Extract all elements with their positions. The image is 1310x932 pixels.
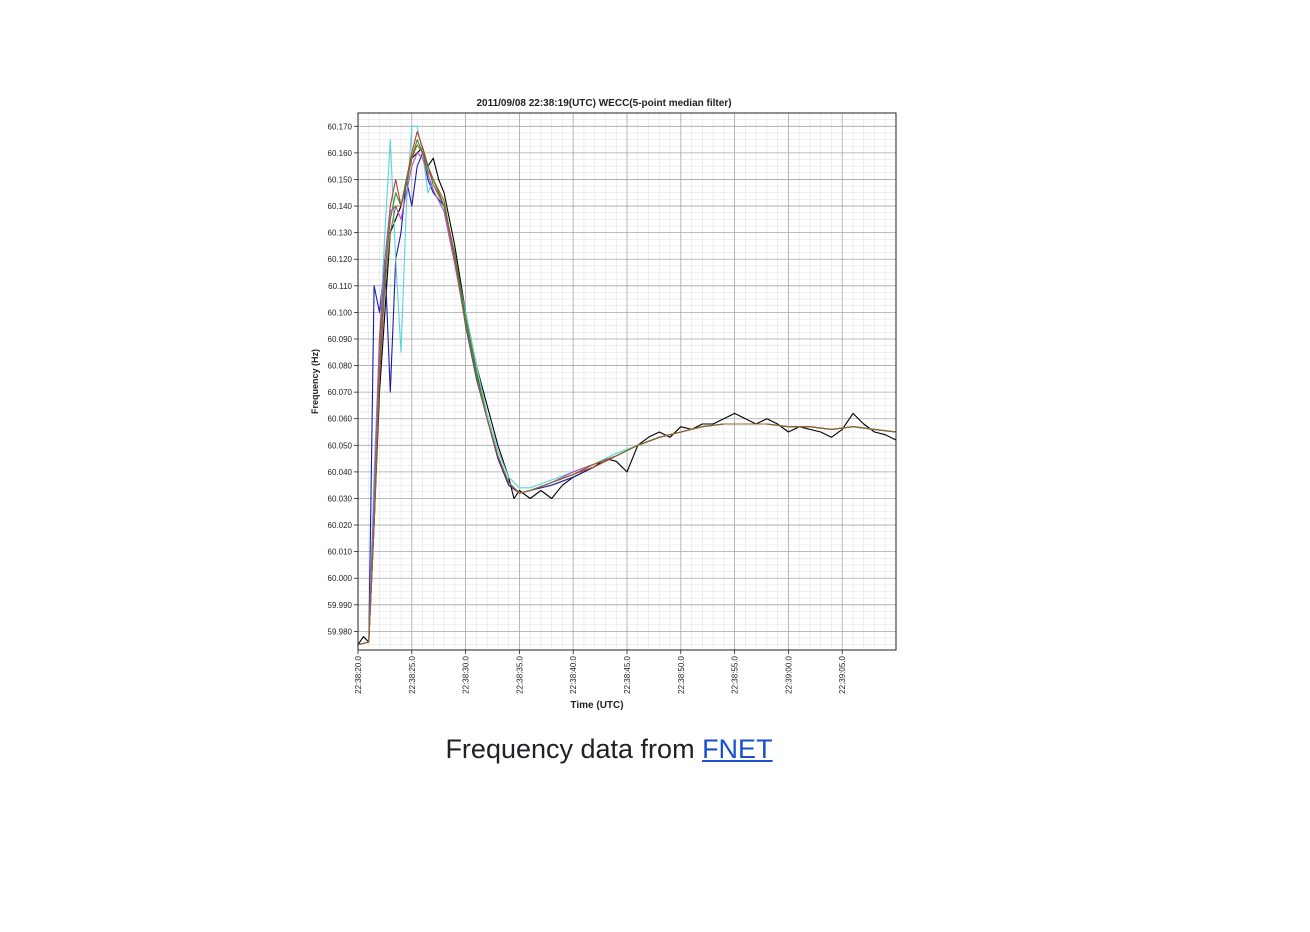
y-tick-label: 60.080 [328,362,353,371]
caption-text: Frequency data from [445,734,703,764]
y-tick-label: 60.070 [328,388,353,397]
x-tick-label: 22:38:35.0 [515,655,524,693]
x-tick-label: 22:38:30.0 [462,655,471,693]
y-tick-label: 60.170 [328,122,353,131]
y-tick-label: 60.030 [328,494,353,503]
y-axis-ticks: 60.170 60.160 60.150 60.140 60.130 60.120 60.1… [328,122,358,636]
x-tick-label: 22:38:25.0 [408,655,417,693]
y-tick-label: 60.160 [328,149,353,158]
x-tick-label: 22:38:55.0 [731,655,740,693]
y-tick-label: 60.130 [328,229,353,238]
y-tick-label: 60.020 [328,521,353,530]
x-axis-label: Time (UTC) [570,700,623,711]
fnet-link[interactable]: FNET [702,734,773,764]
figure-caption: Frequency data from FNET [0,734,1218,765]
y-tick-label: 60.120 [328,255,353,264]
y-tick-label: 60.140 [328,202,353,211]
major-grid [357,113,896,650]
series-line-7 [357,144,897,646]
x-tick-label: 22:38:20.0 [354,655,363,693]
y-tick-label: 60.090 [328,335,353,344]
chart-background [300,88,910,720]
x-axis-ticks: 22:38:20.0 22:38:25.0 22:38:30.0 22:38:35.0… [354,650,847,694]
series-layer [357,125,897,646]
x-tick-label: 22:39:00.0 [784,655,793,693]
y-tick-label: 60.010 [328,548,353,557]
y-tick-label: 59.980 [328,627,353,636]
y-tick-label: 60.060 [328,415,353,424]
y-tick-label: 59.990 [328,601,353,610]
y-tick-label: 60.100 [328,308,353,317]
x-tick-label: 22:38:40.0 [569,655,578,693]
chart-svg: 2011/09/08 22:38:19(UTC) WECC(5-point me… [300,88,910,720]
frequency-chart: 2011/09/08 22:38:19(UTC) WECC(5-point me… [300,88,910,720]
x-tick-label: 22:38:50.0 [677,655,686,693]
chart-title: 2011/09/08 22:38:19(UTC) WECC(5-point me… [476,98,731,109]
y-tick-label: 60.110 [328,282,352,291]
y-tick-label: 60.050 [328,441,353,450]
y-tick-label: 60.000 [328,574,353,583]
y-axis-label: Frequency (Hz) [310,349,320,414]
y-tick-label: 60.150 [328,175,353,184]
x-tick-label: 22:39:05.0 [838,655,847,693]
x-tick-label: 22:38:45.0 [623,655,632,693]
y-tick-label: 60.040 [328,468,353,477]
